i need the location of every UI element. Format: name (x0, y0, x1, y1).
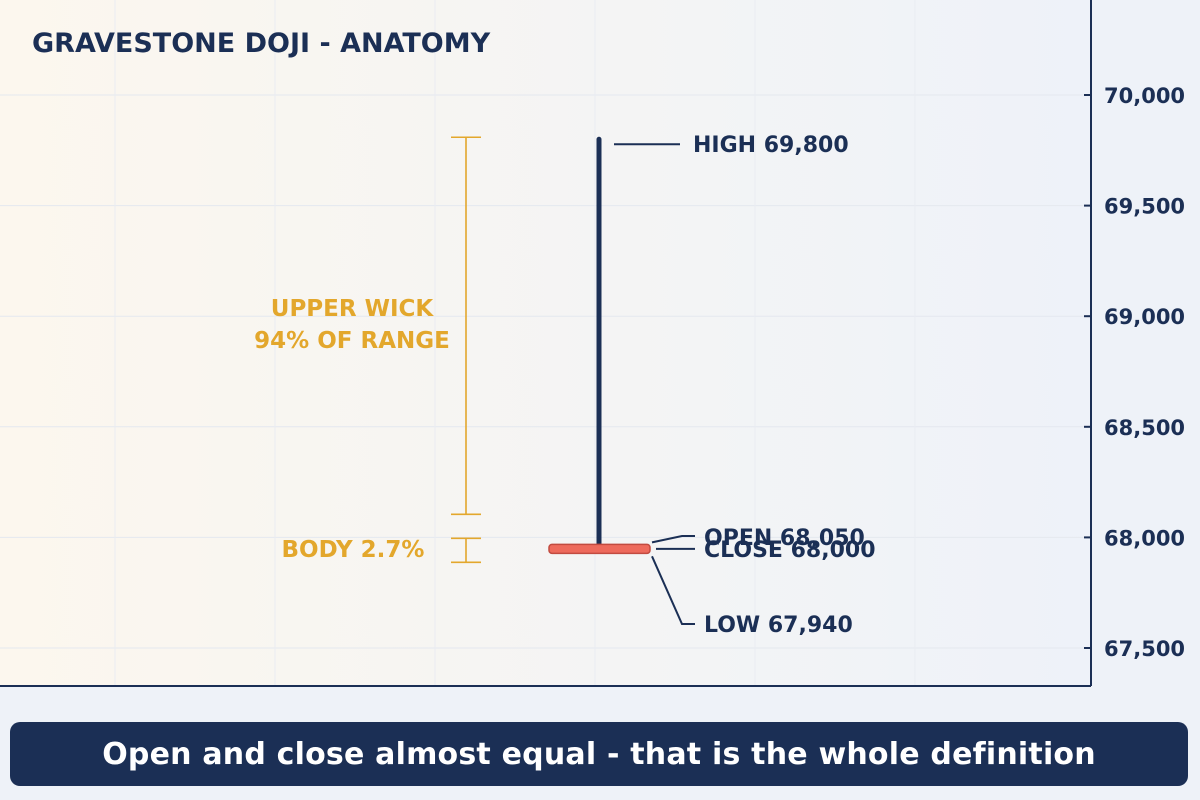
gravestone-doji-chart: 67,500 68,000 68,500 69,000 69,500 70,000 GRA… (0, 0, 1186, 687)
y-tick-labels: 67,500 68,000 68,500 69,000 69,500 70,000 (1084, 84, 1185, 661)
plot-background (0, 0, 1091, 686)
caption-banner: Open and close almost equal - that is th… (10, 722, 1188, 786)
high-label: HIGH 69,800 (693, 133, 849, 158)
open-leader-line (651, 535, 695, 544)
body-label: BODY 2.7% (282, 537, 425, 563)
y-tick-label: 68,000 (1104, 526, 1185, 550)
upper-wick-label-line2: 94% OF RANGE (254, 328, 450, 354)
open-label: OPEN 68,050 (704, 526, 865, 551)
candle-body (548, 543, 651, 555)
close-label: CLOSE 68,000 (704, 538, 876, 563)
body-bracket (451, 537, 481, 564)
upper-wick-bracket (451, 136, 481, 516)
y-tick-label: 70,000 (1104, 84, 1185, 108)
low-leader-line (651, 555, 695, 625)
y-tick-label: 69,000 (1104, 305, 1185, 329)
y-tick-label: 67,500 (1104, 637, 1185, 661)
grid-layer (0, 0, 1091, 686)
y-tick-label: 69,500 (1104, 195, 1185, 219)
chart-title: GRAVESTONE DOJI - ANATOMY (32, 28, 491, 59)
y-tick-label: 68,500 (1104, 416, 1185, 440)
upper-wick-label-line1: UPPER WICK (271, 296, 435, 322)
low-label: LOW 67,940 (704, 613, 853, 638)
caption-text: Open and close almost equal - that is th… (102, 736, 1096, 772)
